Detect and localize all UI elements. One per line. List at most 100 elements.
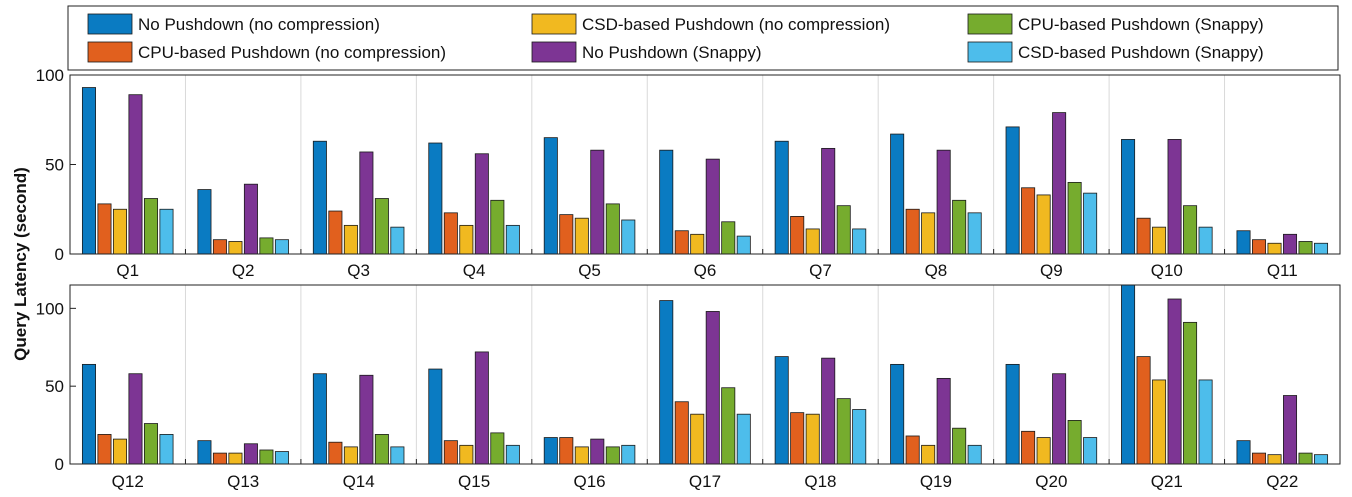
x-tick-label: Q14	[343, 472, 375, 491]
bar-q7-series-6	[852, 228, 867, 255]
bar-q9-series-3	[1036, 194, 1051, 255]
bar-q2-series-4	[243, 183, 258, 255]
bar-q6-series-6	[736, 235, 751, 255]
bar-q20-series-5	[1067, 420, 1082, 465]
bar-q14-series-5	[374, 434, 389, 465]
bar-q5-series-5	[605, 203, 620, 255]
bar-q14-series-1	[312, 373, 327, 465]
bar-q22-series-2	[1252, 452, 1267, 465]
bar-q4-series-4	[474, 153, 489, 255]
x-tick-label: Q16	[573, 472, 605, 491]
bar-q1-series-4	[128, 94, 143, 255]
y-tick-label: 50	[45, 377, 64, 396]
bar-q16-series-5	[605, 446, 620, 465]
x-tick-label: Q22	[1266, 472, 1298, 491]
legend-swatch	[87, 41, 133, 63]
bar-q12-series-1	[81, 363, 96, 465]
bar-q16-series-3	[574, 446, 589, 465]
bar-q3-series-6	[390, 226, 405, 255]
x-tick-label: Q2	[232, 261, 255, 280]
bar-q3-series-4	[359, 151, 374, 255]
bar-q9-series-5	[1067, 181, 1082, 255]
bar-q8-series-1	[890, 133, 905, 255]
bar-q16-series-6	[621, 444, 636, 465]
bar-q7-series-5	[836, 205, 851, 255]
bar-q7-series-2	[790, 216, 805, 255]
x-tick-label: Q19	[920, 472, 952, 491]
bar-q21-series-2	[1136, 356, 1151, 465]
bar-q14-series-4	[359, 374, 374, 465]
bar-q4-series-2	[443, 212, 458, 255]
bar-q16-series-1	[543, 437, 558, 465]
bar-q8-series-6	[967, 212, 982, 255]
bar-q2-series-5	[259, 237, 274, 255]
bar-q9-series-6	[1083, 192, 1098, 255]
bar-q2-series-1	[197, 189, 212, 255]
bar-q7-series-1	[774, 140, 789, 255]
x-tick-label: Q10	[1151, 261, 1183, 280]
x-tick-label: Q9	[1040, 261, 1063, 280]
bar-q9-series-2	[1021, 187, 1036, 255]
legend-swatch	[967, 41, 1013, 63]
x-tick-label: Q4	[463, 261, 486, 280]
bar-q1-series-2	[97, 203, 112, 255]
bar-q21-series-4	[1167, 298, 1182, 465]
bar-q13-series-2	[212, 452, 227, 465]
bar-q9-series-4	[1052, 112, 1067, 255]
bar-q5-series-6	[621, 219, 636, 255]
bar-q4-series-3	[459, 224, 474, 255]
grid-layer	[184, 75, 1226, 464]
bar-q13-series-4	[243, 443, 258, 465]
bar-q15-series-6	[505, 444, 520, 465]
bar-q20-series-3	[1036, 437, 1051, 465]
bar-q6-series-5	[721, 221, 736, 255]
x-tick-label: Q3	[347, 261, 370, 280]
bar-q6-series-4	[705, 158, 720, 255]
x-tick-label: Q6	[694, 261, 717, 280]
bar-q19-series-1	[890, 363, 905, 465]
bar-q21-series-6	[1198, 379, 1213, 465]
bar-q14-series-2	[328, 441, 343, 465]
bar-q21-series-1	[1121, 284, 1136, 465]
bar-q7-series-4	[821, 147, 836, 255]
legend-label: No Pushdown (Snappy)	[582, 43, 762, 62]
y-axis-label: Query Latency (second)	[11, 167, 30, 361]
bar-q18-series-6	[852, 409, 867, 465]
legend-label: CPU-based Pushdown (no compression)	[138, 43, 446, 62]
bar-q11-series-3	[1267, 242, 1282, 255]
bar-q20-series-4	[1052, 373, 1067, 465]
bar-q19-series-6	[967, 444, 982, 465]
legend-label: CSD-based Pushdown (Snappy)	[1018, 43, 1264, 62]
bar-q4-series-6	[505, 224, 520, 255]
bar-q10-series-2	[1136, 217, 1151, 255]
bar-q11-series-4	[1283, 233, 1298, 255]
bar-q11-series-6	[1314, 242, 1329, 255]
y-tick-label: 100	[36, 299, 64, 318]
y-tick-label: 0	[55, 455, 64, 474]
x-tick-label: Q11	[1267, 261, 1298, 280]
bar-q17-series-6	[736, 413, 751, 465]
bar-q19-series-4	[936, 377, 951, 465]
bar-q12-series-3	[112, 438, 127, 465]
y-tick-label: 0	[55, 245, 64, 264]
bar-q4-series-1	[428, 142, 443, 255]
bar-q14-series-6	[390, 446, 405, 465]
bar-q3-series-3	[343, 224, 358, 255]
bar-q17-series-5	[721, 387, 736, 465]
bar-q22-series-1	[1236, 440, 1251, 465]
bar-q22-series-6	[1314, 454, 1329, 465]
bar-q1-series-5	[143, 198, 158, 255]
bar-q3-series-5	[374, 198, 389, 255]
y-tick-label: 50	[45, 156, 64, 175]
x-tick-label: Q21	[1151, 472, 1183, 491]
bar-q13-series-5	[259, 449, 274, 465]
bar-q15-series-1	[428, 368, 443, 465]
legend-swatch	[87, 13, 133, 35]
plot-frame-2	[69, 284, 1341, 465]
bar-q20-series-2	[1021, 430, 1036, 465]
bar-q7-series-3	[805, 228, 820, 255]
bar-q12-series-2	[97, 434, 112, 465]
bar-q1-series-6	[159, 208, 174, 255]
